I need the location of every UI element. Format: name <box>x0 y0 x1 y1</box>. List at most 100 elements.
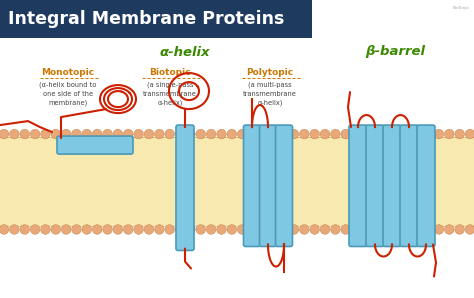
Ellipse shape <box>237 129 247 139</box>
Ellipse shape <box>403 225 413 234</box>
Ellipse shape <box>155 129 164 139</box>
Ellipse shape <box>92 225 102 234</box>
Text: Biotopic: Biotopic <box>149 68 191 77</box>
FancyBboxPatch shape <box>57 136 133 154</box>
Ellipse shape <box>279 225 288 234</box>
Ellipse shape <box>72 129 81 139</box>
Text: (α-helix bound to
one side of the
membrane): (α-helix bound to one side of the membra… <box>39 82 97 106</box>
Ellipse shape <box>341 225 351 234</box>
Ellipse shape <box>248 225 257 234</box>
Ellipse shape <box>123 129 133 139</box>
FancyBboxPatch shape <box>176 125 194 251</box>
Ellipse shape <box>217 225 226 234</box>
Ellipse shape <box>372 225 382 234</box>
Ellipse shape <box>206 225 216 234</box>
Ellipse shape <box>103 129 112 139</box>
Ellipse shape <box>413 129 423 139</box>
Ellipse shape <box>310 129 319 139</box>
Ellipse shape <box>155 225 164 234</box>
FancyBboxPatch shape <box>275 125 292 246</box>
Ellipse shape <box>445 225 454 234</box>
Ellipse shape <box>268 225 278 234</box>
FancyBboxPatch shape <box>349 125 367 246</box>
Bar <box>0 137 474 226</box>
Ellipse shape <box>434 225 444 234</box>
Text: (a single-pass
transmembrane
α-helix): (a single-pass transmembrane α-helix) <box>143 82 197 106</box>
Ellipse shape <box>165 129 174 139</box>
Ellipse shape <box>82 129 91 139</box>
Ellipse shape <box>92 129 102 139</box>
Ellipse shape <box>268 129 278 139</box>
Ellipse shape <box>424 225 433 234</box>
Text: (a multi-pass
transmembrane
α-helix): (a multi-pass transmembrane α-helix) <box>243 82 297 106</box>
Text: BioNinja: BioNinja <box>453 6 470 10</box>
Ellipse shape <box>289 225 299 234</box>
FancyBboxPatch shape <box>366 125 384 246</box>
Ellipse shape <box>413 225 423 234</box>
Ellipse shape <box>300 225 309 234</box>
Ellipse shape <box>300 129 309 139</box>
Ellipse shape <box>465 225 474 234</box>
Ellipse shape <box>330 225 340 234</box>
Ellipse shape <box>372 129 382 139</box>
Ellipse shape <box>227 129 237 139</box>
Ellipse shape <box>217 129 226 139</box>
Ellipse shape <box>320 129 330 139</box>
Bar <box>0 0 312 38</box>
Ellipse shape <box>123 225 133 234</box>
Ellipse shape <box>134 129 144 139</box>
Ellipse shape <box>362 129 371 139</box>
Ellipse shape <box>61 225 71 234</box>
Ellipse shape <box>186 225 195 234</box>
FancyBboxPatch shape <box>417 125 435 246</box>
Ellipse shape <box>196 225 206 234</box>
Ellipse shape <box>113 129 123 139</box>
Ellipse shape <box>393 129 402 139</box>
Ellipse shape <box>351 225 361 234</box>
Ellipse shape <box>175 225 185 234</box>
Ellipse shape <box>175 129 185 139</box>
Ellipse shape <box>61 129 71 139</box>
Text: α-helix: α-helix <box>160 46 210 58</box>
Ellipse shape <box>72 225 81 234</box>
Ellipse shape <box>51 225 61 234</box>
FancyBboxPatch shape <box>259 125 276 246</box>
FancyBboxPatch shape <box>244 125 261 246</box>
Ellipse shape <box>196 129 206 139</box>
Ellipse shape <box>383 129 392 139</box>
Ellipse shape <box>0 225 9 234</box>
Ellipse shape <box>258 225 268 234</box>
Ellipse shape <box>41 225 50 234</box>
Ellipse shape <box>383 225 392 234</box>
Ellipse shape <box>330 129 340 139</box>
Ellipse shape <box>227 225 237 234</box>
Ellipse shape <box>103 225 112 234</box>
Ellipse shape <box>289 129 299 139</box>
Ellipse shape <box>445 129 454 139</box>
Ellipse shape <box>424 129 433 139</box>
FancyBboxPatch shape <box>400 125 418 246</box>
Ellipse shape <box>393 225 402 234</box>
Text: Integral Membrane Proteins: Integral Membrane Proteins <box>8 10 284 28</box>
Ellipse shape <box>465 129 474 139</box>
Ellipse shape <box>320 225 330 234</box>
Ellipse shape <box>30 129 40 139</box>
Text: Polytopic: Polytopic <box>246 68 293 77</box>
Ellipse shape <box>351 129 361 139</box>
Ellipse shape <box>144 225 154 234</box>
Ellipse shape <box>82 225 91 234</box>
Ellipse shape <box>41 129 50 139</box>
Ellipse shape <box>51 129 61 139</box>
Ellipse shape <box>186 129 195 139</box>
Ellipse shape <box>258 129 268 139</box>
Ellipse shape <box>434 129 444 139</box>
Text: β-barrel: β-barrel <box>365 46 425 58</box>
Ellipse shape <box>341 129 351 139</box>
Ellipse shape <box>455 129 465 139</box>
Ellipse shape <box>9 129 19 139</box>
Ellipse shape <box>0 129 9 139</box>
Ellipse shape <box>206 129 216 139</box>
Ellipse shape <box>310 225 319 234</box>
Ellipse shape <box>144 129 154 139</box>
Ellipse shape <box>20 225 29 234</box>
